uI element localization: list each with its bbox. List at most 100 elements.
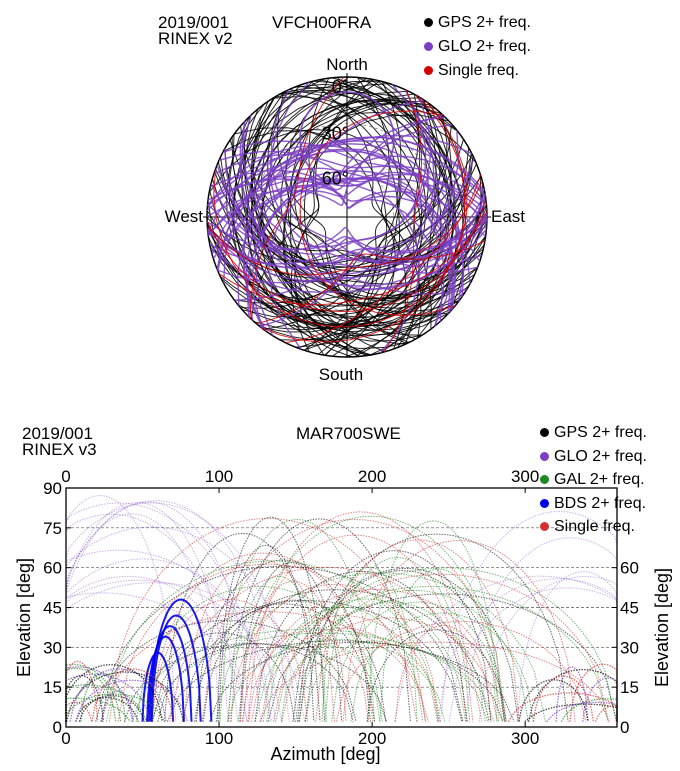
satellite-track-glo [206,221,482,268]
legend-marker [424,42,433,52]
satellite-track [218,544,315,722]
satellite-track [478,575,618,722]
satellite-track [75,697,139,722]
polar-legend-gps: GPS 2+ freq. [424,15,531,31]
x-tick-label-top: 0 [61,467,70,486]
satellite-track [295,601,486,722]
polar-skyplot: North South East West 0° 30° 60° [165,55,526,384]
satellite-track-glo [207,213,488,269]
satellite-track [100,565,464,722]
y-axis-label-right: Elevation [deg] [652,568,672,687]
satellite-track-glo [217,269,467,295]
satellite-track [297,550,492,722]
satellite-track [379,568,498,722]
satellite-track-glo [259,220,488,328]
y-tick-label-left: 15 [43,678,62,697]
satellite-track [216,516,326,722]
satellite-track [367,520,500,722]
satellite-track [266,598,466,722]
satellite-track [527,668,618,722]
satellite-track-gps [240,126,408,345]
satellite-track [65,579,283,722]
satellite-track [78,694,146,722]
satellite-track [229,583,440,722]
y-axis-label-left: Elevation [deg] [14,558,34,677]
satellite-track [275,567,617,722]
satellite-track-gps [229,139,416,340]
satellite-track [292,567,519,722]
satellite-track-gps [256,101,466,341]
legend-marker [540,499,549,509]
legend-marker [540,428,549,438]
satellite-track [65,501,251,722]
satellite-track [91,668,174,722]
legend-label: GAL 2+ freq. [554,471,645,488]
legend-label: GLO 2+ freq. [554,448,647,465]
y-tick-label-left: 60 [43,559,62,578]
satellite-track-single [261,94,466,343]
satellite-track [106,560,439,722]
satellite-track [594,705,618,723]
satellite-track [250,588,504,722]
satellite-track [440,510,618,722]
satellite-track [298,589,529,722]
satellite-track-single [285,174,481,344]
satellite-track [123,642,388,722]
satellite-track [164,532,321,722]
satellite-track-gps [246,83,390,356]
satellite-track-single [218,211,488,306]
rect-rinex-version: RINEX v3 [22,440,97,459]
y-tick-label-right: 15 [620,678,639,697]
satellite-track-glo [299,91,395,187]
satellite-track-gps [283,93,415,357]
satellite-track [151,600,463,722]
rect-legend-gps: GPS 2+ freq. [540,425,647,441]
y-tick-label-right: 60 [620,559,639,578]
satellite-track-gps [356,77,407,350]
y-tick-label-left: 45 [43,599,62,618]
satellite-track [150,614,202,722]
satellite-track [242,534,467,722]
legend-marker [424,66,433,76]
satellite-track [183,558,335,722]
satellite-track [437,578,618,722]
satellite-track [202,599,387,722]
satellite-track-gps [283,91,401,351]
satellite-track-glo [211,167,451,315]
satellite-track [65,494,177,722]
satellite-track [324,557,471,722]
satellite-track [65,674,105,722]
y-tick-label-left: 0 [53,718,62,737]
satellite-track-glo [207,124,453,201]
satellite-track-glo [270,89,487,265]
satellite-track [516,571,618,722]
satellite-track [149,598,213,722]
polar-legend-glo: GLO 2+ freq. [424,39,531,55]
satellite-track [95,619,357,722]
rect-date: 2019/001 [22,424,93,443]
legend-marker [540,452,549,462]
satellite-track [331,601,506,722]
satellite-track [241,631,370,722]
x-tick-label-top: 300 [511,467,539,486]
satellite-track [194,603,375,722]
polar-rinex-version: RINEX v2 [158,29,233,48]
x-axis-label: Azimuth [deg] [270,744,380,764]
satellite-track [65,582,306,722]
satellite-track-single [299,110,456,317]
x-tick-label-top: 100 [205,467,233,486]
satellite-track [69,668,167,722]
satellite-track [321,566,418,722]
y-tick-label-right: 0 [620,718,629,737]
satellite-track [169,566,483,722]
satellite-track-glo [242,143,465,332]
satellite-track-glo [210,183,488,271]
satellite-track [260,627,427,722]
legend-marker [540,522,549,532]
direction-label-south: South [319,365,363,384]
satellite-track [272,573,609,722]
x-tick-label-bottom: 100 [205,729,233,748]
legend-marker [424,18,433,28]
satellite-track [532,675,594,722]
satellite-track [342,539,576,722]
